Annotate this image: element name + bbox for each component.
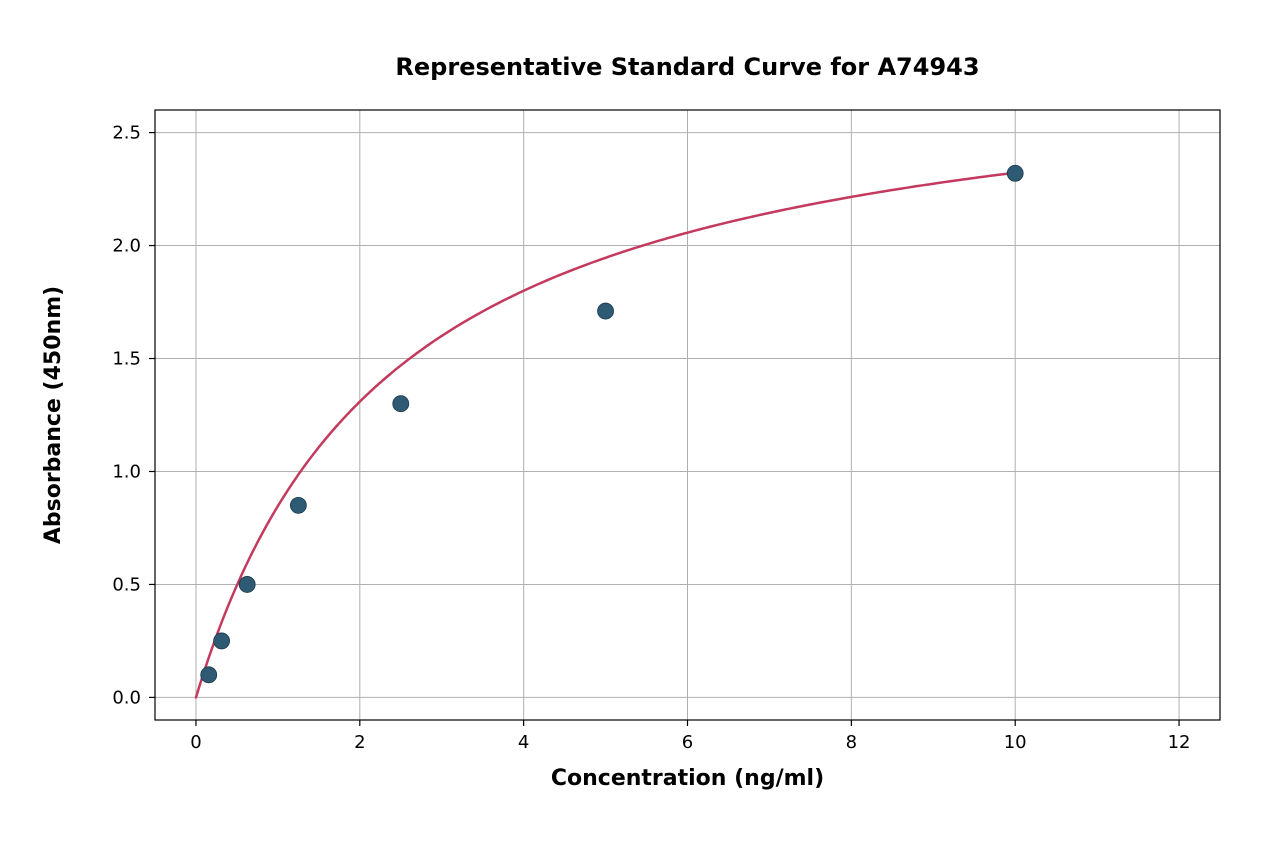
data-point	[214, 633, 230, 649]
y-tick-label: 2.0	[112, 236, 141, 257]
x-tick-label: 2	[354, 732, 365, 753]
data-point	[201, 667, 217, 683]
data-point	[393, 396, 409, 412]
data-point	[290, 497, 306, 513]
y-axis-label: Absorbance (450nm)	[41, 286, 66, 544]
y-tick-label: 1.0	[112, 461, 141, 482]
y-tick-label: 2.5	[112, 123, 141, 144]
data-point	[239, 576, 255, 592]
x-tick-label: 0	[190, 732, 201, 753]
x-tick-label: 6	[682, 732, 693, 753]
x-tick-label: 10	[1004, 732, 1027, 753]
y-tick-label: 0.0	[112, 687, 141, 708]
y-tick-label: 1.5	[112, 349, 141, 370]
chart-container: 0 2 4 6 8 10 12 0.0 0.5 1.0 1.5 2.0 2.5 Concentration…	[0, 0, 1280, 845]
data-point	[598, 303, 614, 319]
x-tick-label: 8	[846, 732, 857, 753]
y-tick-label: 0.5	[112, 574, 141, 595]
chart-title: Representative Standard Curve for A74943	[395, 53, 979, 81]
x-axis-label: Concentration (ng/ml)	[551, 766, 824, 791]
data-point	[1007, 165, 1023, 181]
x-tick-label: 4	[518, 732, 529, 753]
chart-background	[0, 0, 1280, 845]
standard-curve-chart: 0 2 4 6 8 10 12 0.0 0.5 1.0 1.5 2.0 2.5 Concentration…	[0, 0, 1280, 845]
x-tick-label: 12	[1168, 732, 1191, 753]
